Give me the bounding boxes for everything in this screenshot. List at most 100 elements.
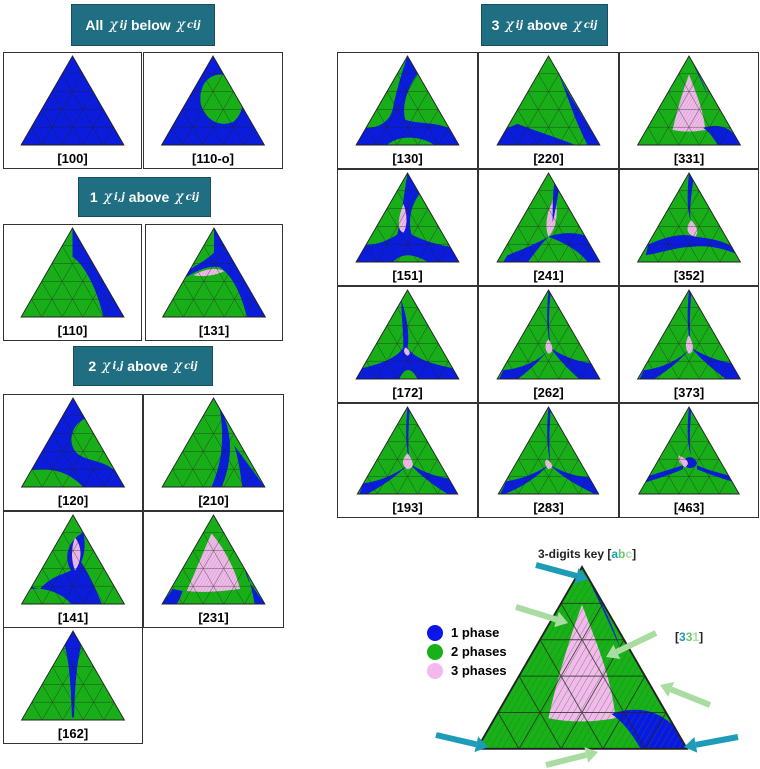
one-phase-region — [590, 583, 620, 647]
ternary-diagram — [20, 55, 125, 146]
chi-critical-superscript: c — [583, 19, 590, 31]
one-phase-region — [21, 56, 124, 145]
triangle-grid — [647, 307, 731, 380]
arrow-a-top — [535, 562, 578, 579]
cell-label: [172] — [392, 385, 423, 400]
chi-critical-symbol: χ — [173, 358, 183, 374]
cell-100: [100] — [3, 52, 142, 169]
cell-352: [352] — [619, 169, 759, 286]
triangle-grid — [647, 73, 731, 146]
arrow-a-left — [435, 732, 477, 748]
legend-two-phases: 2 phases — [427, 642, 507, 661]
cell-label: [331] — [673, 151, 705, 166]
chi-critical-subscript: ij — [190, 360, 198, 372]
three-phases-swatch — [427, 662, 443, 679]
phase-triangle — [20, 397, 126, 488]
triangle-grid — [508, 424, 589, 495]
cell-193: [193] — [337, 403, 478, 518]
two-phase-region — [477, 567, 687, 749]
legend-three-label: 3 phases — [451, 663, 507, 678]
one-phase-region — [185, 228, 266, 317]
ternary-diagram — [496, 172, 601, 263]
arrow-b-1-head — [554, 611, 568, 628]
one-phase-region — [687, 407, 692, 456]
triangle-outline — [160, 55, 266, 146]
ternary-diagram — [637, 406, 741, 495]
ternary-diagram — [636, 289, 742, 380]
triangle-outline — [496, 289, 601, 380]
triangle-outline — [20, 514, 126, 605]
three-phase-region — [685, 335, 693, 354]
one-phase-region — [550, 347, 600, 379]
chi-critical-symbol: χ — [176, 17, 186, 33]
arrow-a-right — [695, 734, 739, 748]
chi-critical-subscript: ij — [193, 19, 201, 31]
triangle-outline — [636, 172, 742, 263]
triangle-grid — [366, 307, 449, 380]
cell-463: [463] — [619, 403, 759, 518]
three-phase-region — [672, 74, 706, 132]
triangle-outline — [20, 227, 125, 318]
cell-label: [231] — [198, 610, 229, 625]
header-one-above: 1 χ i,j above χ c ij — [78, 177, 211, 217]
header-all-below: All χ ij below χ c ij — [71, 4, 215, 46]
cell-label: [120] — [57, 493, 89, 508]
cell-label: [352] — [673, 268, 705, 283]
arrow-b-1 — [515, 604, 558, 623]
three-phase-region — [402, 453, 413, 470]
header-two-above: 2 χ i,j above χ c ij — [73, 346, 213, 386]
cell-131: [131] — [145, 224, 283, 341]
phase-triangle — [160, 55, 266, 146]
ternary-diagram — [496, 55, 601, 146]
triangle-grid — [31, 648, 115, 721]
key-title-text: 3-digits key [ — [538, 547, 612, 561]
triangle-grid — [31, 73, 114, 146]
ternary-diagram — [356, 406, 459, 495]
three-phase-region — [404, 347, 410, 356]
one-phase-region — [64, 631, 82, 718]
cell-262: [262] — [478, 286, 619, 403]
phase-triangle — [636, 289, 742, 380]
phase-triangle — [497, 406, 600, 495]
triangle-grid — [31, 532, 115, 605]
two-phase-region — [21, 588, 71, 604]
one-phase-region — [499, 349, 549, 379]
legend-one-label: 1 phase — [451, 625, 500, 640]
phase-triangle — [496, 172, 601, 263]
chi-critical-subscript: ij — [590, 19, 598, 31]
three-phase-region — [71, 537, 81, 571]
cell-label: [220] — [533, 151, 564, 166]
phase-triangle — [161, 514, 266, 605]
cell-151: [151] — [337, 169, 478, 286]
triangle-grid — [171, 73, 255, 146]
triangle-outline — [356, 406, 459, 495]
cell-label: [100] — [57, 151, 88, 166]
chi-subscript: i,j — [112, 360, 124, 372]
cell-label: [131] — [198, 323, 230, 338]
phase-triangle — [20, 630, 126, 721]
ternary-diagram — [20, 514, 126, 605]
key-digit-c: c — [625, 547, 633, 561]
triangle-outline — [496, 55, 601, 146]
chi-symbol: χ — [505, 17, 514, 33]
header-three-above-mid: above — [527, 17, 568, 33]
cell-162: [162] — [3, 627, 143, 744]
cell-110-o: [110-o] — [143, 52, 283, 169]
cell-label: [373] — [673, 385, 705, 400]
ternary-diagram — [161, 227, 267, 318]
triangle-grid — [507, 73, 590, 146]
phase-triangle — [356, 406, 459, 495]
phase-triangle — [161, 397, 266, 488]
one-phase-swatch — [427, 624, 443, 641]
cell-110: [110] — [3, 224, 142, 341]
two-phase-region — [497, 56, 600, 145]
header-one-above-mid: above — [128, 189, 170, 205]
chi-critical-symbol: χ — [573, 17, 582, 33]
one-phase-region — [500, 465, 549, 494]
one-phase-region — [356, 300, 459, 379]
legend-two-label: 2 phases — [451, 644, 507, 659]
ternary-diagram — [496, 289, 601, 380]
chi-critical-superscript: c — [185, 191, 192, 203]
one-phase-region — [211, 408, 231, 487]
phase-triangle — [496, 289, 601, 380]
